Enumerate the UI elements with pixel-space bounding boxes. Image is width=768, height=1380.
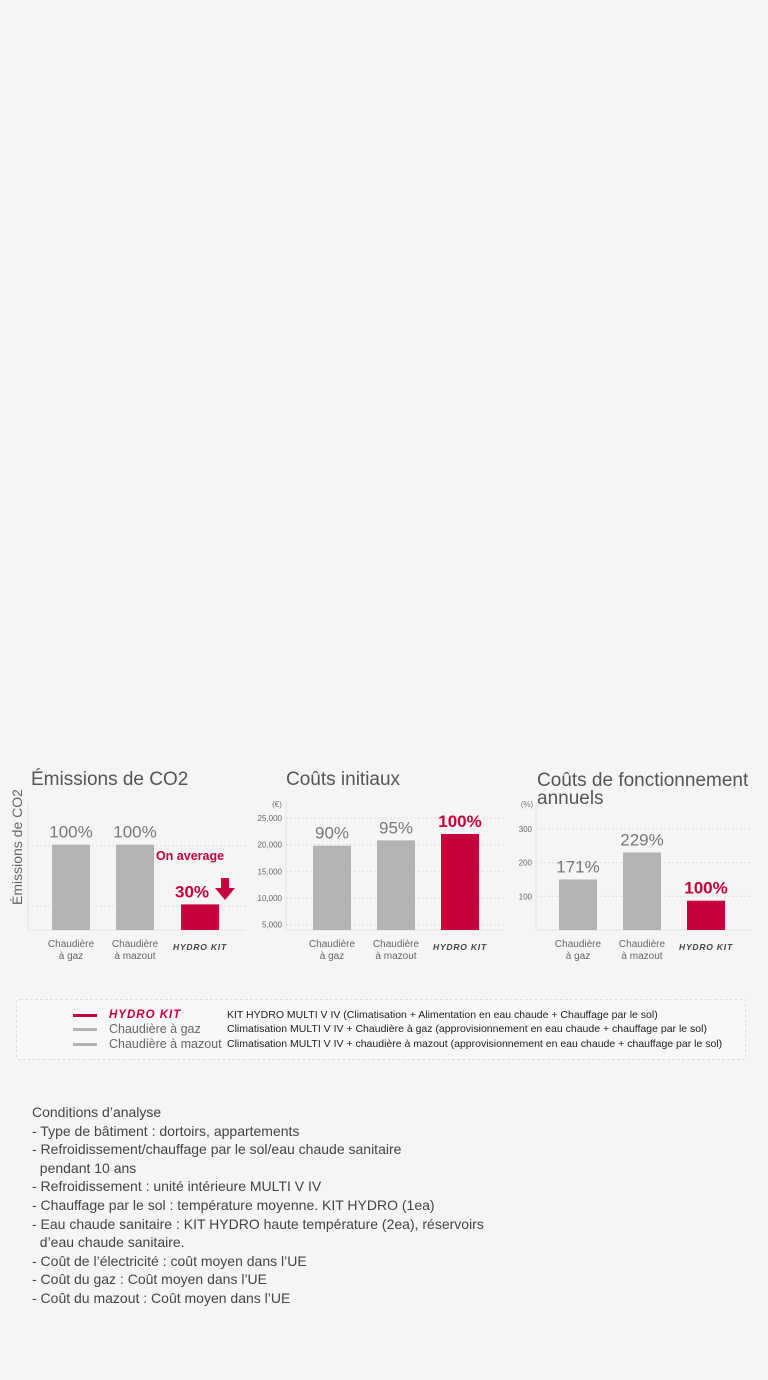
- analysis-conditions: Conditions d’analyse - Type de bâtiment …: [32, 1103, 532, 1308]
- x-tick-label: à mazout: [621, 951, 662, 962]
- condition-line: - Refroidissement/chauffage par le sol/e…: [32, 1141, 402, 1158]
- legend-name: HYDRO KIT: [109, 1009, 182, 1021]
- legend-desc: Climatisation MULTI V IV + chaudière à m…: [227, 1038, 723, 1050]
- x-tick-label: HYDRO KIT: [173, 942, 227, 952]
- x-tick-label: HYDRO KIT: [679, 942, 733, 952]
- y-tick-label: 5,000: [262, 921, 283, 930]
- y-tick-label: 20,000: [258, 841, 283, 850]
- x-tick-label: à gaz: [566, 951, 590, 962]
- x-tick-label: à mazout: [114, 951, 155, 962]
- legend-desc: KIT HYDRO MULTI V IV (Climatisation + Al…: [227, 1009, 658, 1021]
- y-tick-label: 200: [519, 859, 533, 868]
- unit-label: (%): [521, 800, 534, 809]
- chart-title-co2: Émissions de CO2: [31, 769, 189, 790]
- co2-axis-label: Émissions de CO2: [9, 789, 25, 905]
- legend-desc: Climatisation MULTI V IV + Chaudière à g…: [227, 1023, 707, 1035]
- x-tick-label: Chaudière: [48, 939, 95, 950]
- annotation-label: On average: [156, 849, 224, 863]
- x-tick-label: à mazout: [375, 951, 416, 962]
- y-tick-label: 25,000: [258, 814, 283, 823]
- y-tick-label: 100: [519, 892, 533, 901]
- x-tick-label: à gaz: [59, 951, 83, 962]
- legend: HYDRO KIT KIT HYDRO MULTI V IV (Climatis…: [16, 999, 746, 1060]
- data-label: 100%: [684, 879, 727, 898]
- y-tick-label: 300: [519, 825, 533, 834]
- condition-line: - Coût du mazout : Coût moyen dans l’UE: [32, 1289, 291, 1306]
- data-label: 90%: [315, 824, 349, 843]
- legend-item-oil-boiler: Chaudière à mazout Climatisation MULTI V…: [73, 1037, 722, 1051]
- data-label: 100%: [113, 823, 156, 842]
- condition-line: - Type de bâtiment : dortoirs, apparteme…: [32, 1122, 300, 1139]
- conditions-heading: Conditions d’analyse: [32, 1104, 162, 1120]
- plot-frame: [535, 802, 752, 931]
- bar: [623, 852, 661, 930]
- legend-swatch: [73, 1027, 97, 1031]
- x-tick-label: Chaudière: [555, 939, 602, 950]
- bar: [313, 845, 351, 930]
- condition-line: - Refroidissement : unité intérieure MUL…: [32, 1178, 322, 1195]
- chart-title-running-line2: annuels: [537, 788, 604, 809]
- initial-costs-chart: (€) 25,000 20,000 15,000 10,000 5,000 90% Chaud…: [258, 800, 504, 962]
- legend-swatch: [73, 1013, 97, 1017]
- chart-title-running-costs: Coûts de fonctionnement annuels: [537, 770, 749, 809]
- bar: [441, 834, 479, 930]
- unit-label: (€): [272, 800, 282, 809]
- data-label: 229%: [620, 831, 663, 850]
- x-tick-label: HYDRO KIT: [433, 942, 487, 952]
- y-tick-label: 10,000: [258, 894, 283, 903]
- data-label: 95%: [379, 818, 413, 837]
- plot-frame: [27, 802, 246, 931]
- chart-title-initial-costs: Coûts initiaux: [286, 769, 401, 790]
- condition-line: d’eau chaude sanitaire.: [32, 1234, 185, 1251]
- bar: [559, 879, 597, 930]
- x-tick-label: Chaudière: [373, 939, 420, 950]
- down-arrow-icon: [215, 878, 235, 900]
- condition-line: - Coût du gaz : Coût moyen dans l’UE: [32, 1271, 268, 1288]
- condition-line: - Eau chaude sanitaire : KIT HYDRO haute…: [32, 1215, 484, 1232]
- y-tick-label: 15,000: [258, 867, 283, 876]
- x-tick-label: Chaudière: [619, 939, 666, 950]
- bar: [687, 900, 725, 930]
- condition-line: - Coût de l’électricité : coût moyen dan…: [32, 1252, 307, 1269]
- bar: [116, 844, 154, 930]
- bar: [181, 904, 219, 930]
- condition-line: - Chauffage par le sol : température moy…: [32, 1196, 435, 1213]
- data-label: 100%: [438, 812, 481, 831]
- condition-line: pendant 10 ans: [32, 1159, 137, 1176]
- x-tick-label: Chaudière: [112, 939, 159, 950]
- legend-swatch: [73, 1042, 97, 1046]
- bar: [52, 844, 90, 930]
- legend-item-gas-boiler: Chaudière à gaz Climatisation MULTI V IV…: [73, 1022, 707, 1036]
- data-label: 100%: [49, 823, 92, 842]
- legend-name: Chaudière à gaz: [109, 1022, 201, 1036]
- bar: [377, 840, 415, 930]
- legend-item-hydro-kit: HYDRO KIT KIT HYDRO MULTI V IV (Climatis…: [73, 1008, 658, 1022]
- data-label: 30%: [175, 882, 209, 901]
- x-tick-label: à gaz: [320, 951, 344, 962]
- data-label: 171%: [556, 857, 599, 876]
- legend-name: Chaudière à mazout: [109, 1037, 222, 1051]
- chart-title-running-line1: Coûts de fonctionnement: [537, 770, 749, 791]
- x-tick-label: Chaudière: [309, 939, 356, 950]
